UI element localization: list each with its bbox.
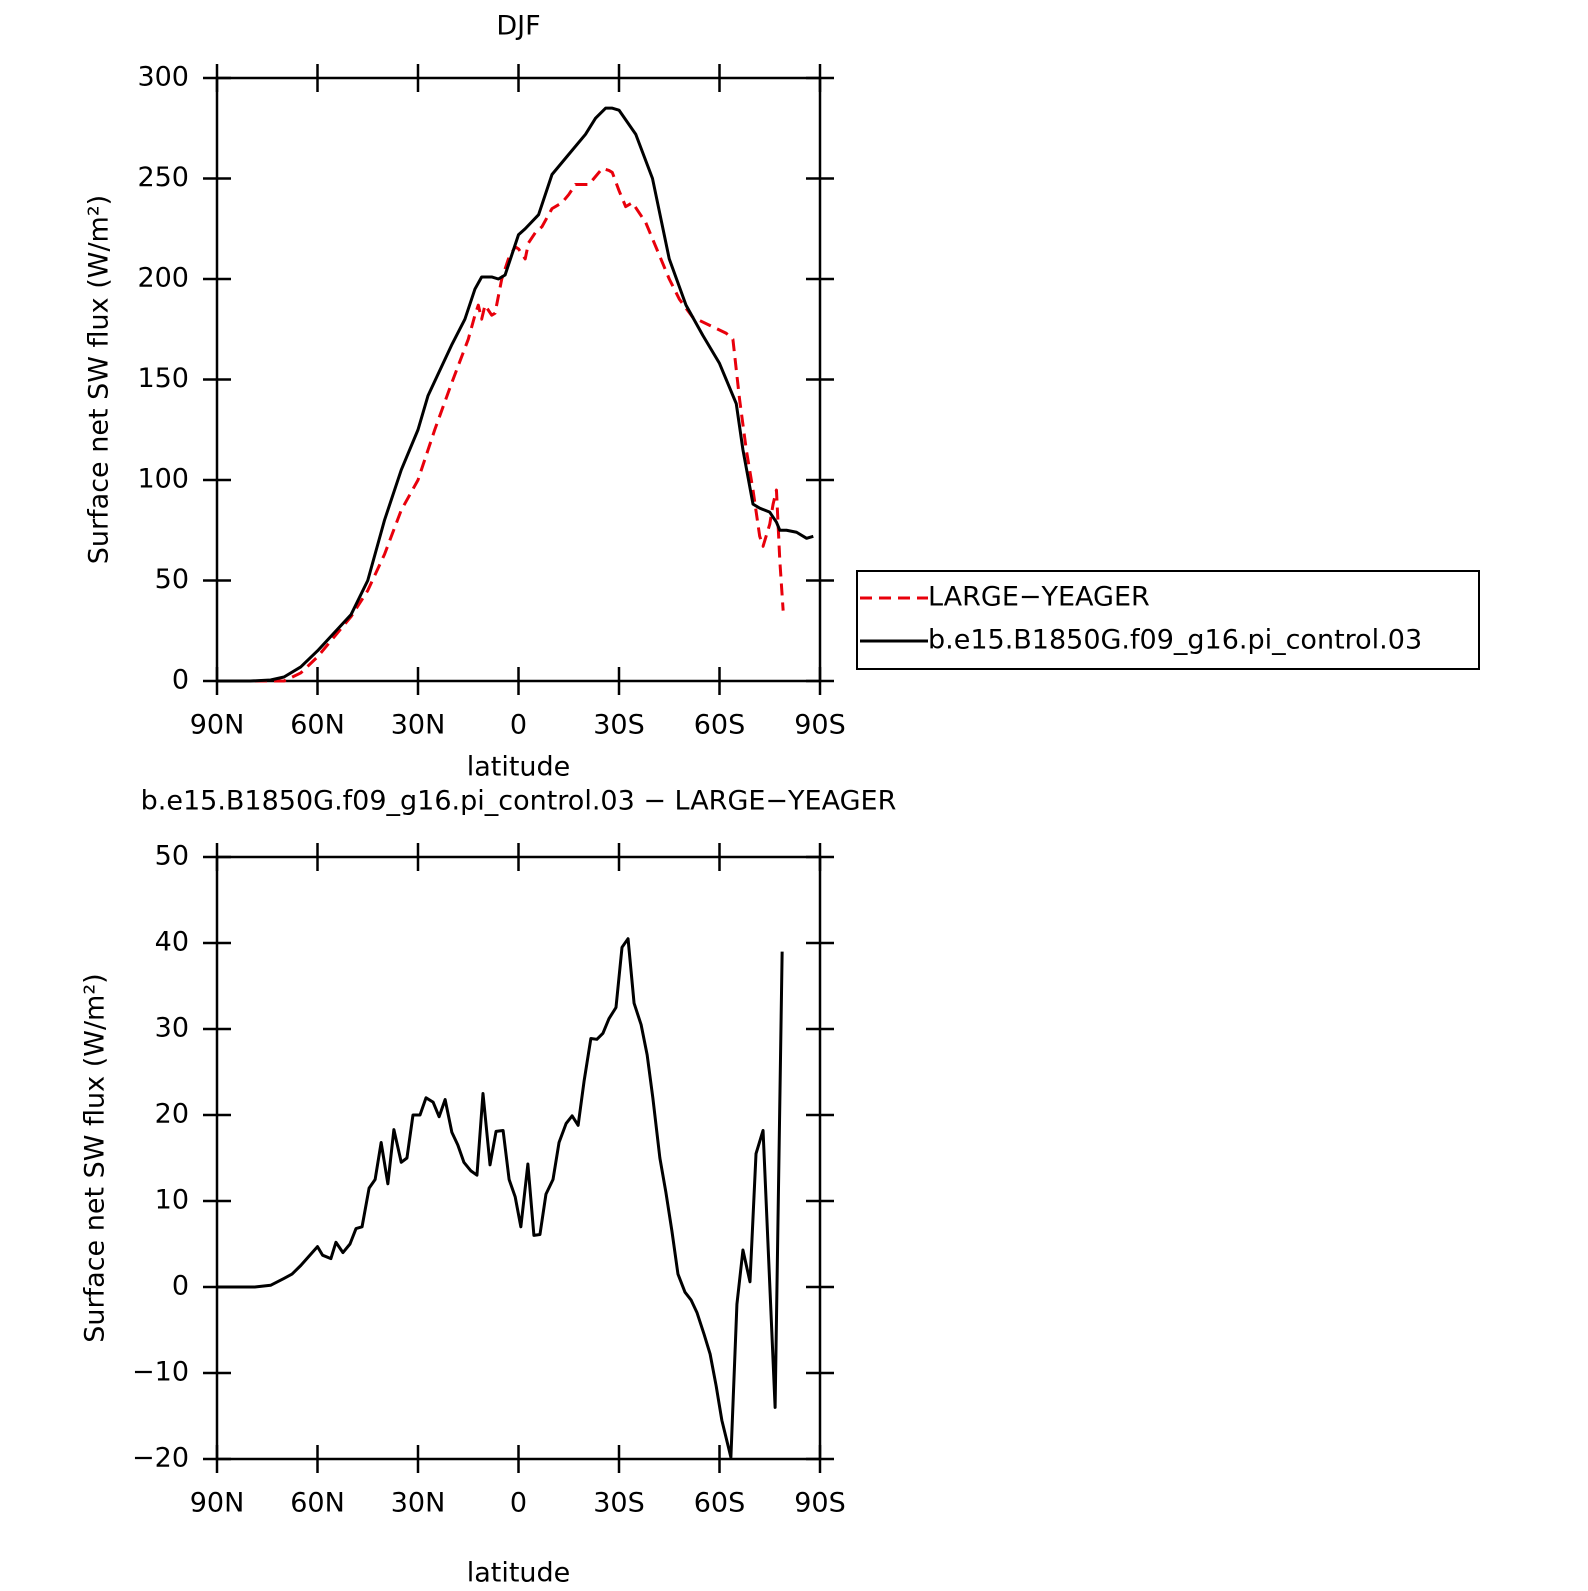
x-tick-label: 30N — [391, 1488, 446, 1519]
y-tick-label: −20 — [132, 1443, 189, 1474]
y-tick-label: 200 — [137, 263, 189, 294]
x-tick-label: 60N — [290, 1488, 345, 1519]
legend-box — [856, 570, 1480, 670]
y-tick-label: 30 — [155, 1013, 189, 1044]
x-tick-label: 30S — [593, 710, 645, 741]
x-tick-label: 60S — [694, 710, 746, 741]
x-tick-label: 30N — [391, 710, 446, 741]
x-tick-label: 90S — [794, 710, 846, 741]
y-tick-label: 300 — [137, 62, 189, 93]
y-tick-label: 10 — [155, 1185, 189, 1216]
x-axis-label: latitude — [467, 752, 571, 783]
y-tick-label: 50 — [155, 841, 189, 872]
x-tick-label: 90N — [190, 1488, 245, 1519]
y-axis-label: Surface net SW flux (W/m²) — [80, 973, 111, 1342]
x-tick-label: 90S — [794, 1488, 846, 1519]
x-tick-label: 60S — [694, 1488, 746, 1519]
legend-label: b.e15.B1850G.f09_g16.pi_control.03 — [928, 625, 1422, 656]
series-line — [217, 937, 784, 1459]
plot-frame — [215, 855, 822, 1461]
y-tick-label: 0 — [172, 1271, 189, 1302]
legend-label: LARGE−YEAGER — [928, 582, 1150, 613]
y-axis-label: Surface net SW flux (W/m²) — [84, 195, 115, 564]
y-tick-label: 0 — [172, 665, 189, 696]
series-line — [217, 166, 785, 683]
chart-title: b.e15.B1850G.f09_g16.pi_control.03 − LAR… — [141, 786, 897, 817]
y-tick-label: 40 — [155, 927, 189, 958]
plot-frame — [215, 76, 822, 683]
chart-title: DJF — [496, 11, 540, 42]
x-tick-label: 0 — [510, 1488, 527, 1519]
x-tick-label: 90N — [190, 710, 245, 741]
x-tick-label: 60N — [290, 710, 345, 741]
y-tick-label: 100 — [137, 464, 189, 495]
y-tick-label: −10 — [132, 1357, 189, 1388]
y-tick-label: 250 — [137, 162, 189, 193]
y-tick-label: 20 — [155, 1099, 189, 1130]
x-tick-label: 0 — [510, 710, 527, 741]
y-tick-label: 150 — [137, 363, 189, 394]
x-tick-label: 30S — [593, 1488, 645, 1519]
y-tick-label: 50 — [155, 564, 189, 595]
x-axis-label: latitude — [467, 1558, 571, 1589]
series-line — [217, 106, 814, 683]
